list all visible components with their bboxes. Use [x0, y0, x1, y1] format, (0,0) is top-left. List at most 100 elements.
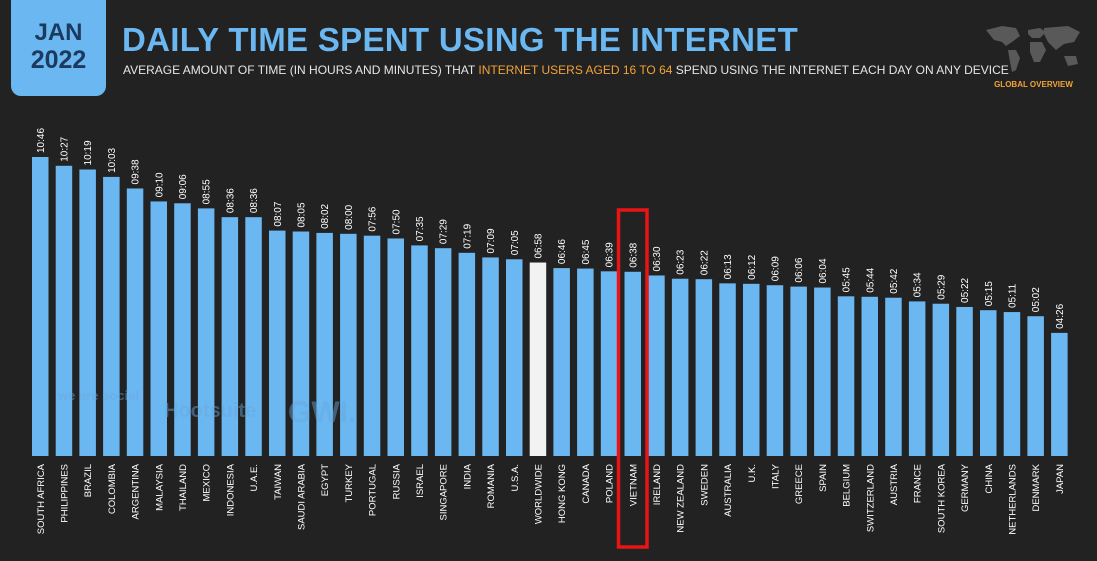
bar-value-label: 06:22: [699, 250, 710, 275]
bar-value-label: 10:46: [36, 128, 47, 153]
bar: [32, 157, 49, 456]
category-label: TURKEY: [344, 463, 355, 502]
bar-value-label: 05:45: [842, 267, 853, 292]
bar: [150, 201, 167, 456]
bar: [221, 217, 239, 456]
bar-value-label: 05:29: [936, 274, 947, 299]
bar: [600, 271, 618, 456]
bar-value-label: 10:19: [83, 140, 94, 165]
bar: [55, 165, 73, 456]
bar-value-label: 06:04: [818, 258, 829, 283]
bar: [1003, 312, 1021, 456]
bar: [316, 232, 333, 456]
bar: [932, 303, 950, 456]
bar: [743, 283, 760, 456]
bar-value-label: 06:58: [533, 233, 544, 258]
bar: [553, 268, 570, 456]
bar-value-label: 08:05: [296, 202, 307, 227]
category-label: POLAND: [605, 464, 616, 503]
bar: [671, 278, 689, 456]
date-badge: JAN 2022: [11, 0, 106, 96]
bar-value-label: 08:36: [249, 188, 260, 213]
category-label: SOUTH AFRICA: [36, 463, 47, 534]
category-label: PHILIPPINES: [59, 464, 70, 523]
bar-value-label: 06:39: [605, 242, 616, 267]
bar-value-label: 05:15: [984, 281, 995, 306]
bar-value-label: 07:05: [510, 230, 521, 255]
category-label: CHINA: [984, 463, 995, 493]
category-label: GERMANY: [960, 463, 971, 512]
category-label: ROMANIA: [486, 463, 497, 508]
bar: [269, 230, 286, 456]
subtitle-text-post: SPEND USING THE INTERNET EACH DAY ON ANY…: [672, 63, 1009, 77]
category-label: U.A.E.: [249, 464, 260, 491]
bar-value-label: 05:11: [1007, 283, 1018, 308]
bar: [292, 231, 310, 456]
bar: [340, 233, 357, 456]
bar: [411, 245, 428, 456]
bar: [790, 286, 807, 456]
bar: [861, 296, 878, 456]
bar-value-label: 08:55: [202, 179, 213, 204]
bar-value-label: 06:06: [794, 257, 805, 282]
bar: [837, 296, 855, 456]
category-label: ARGENTINA: [131, 463, 142, 519]
bar: [387, 238, 404, 456]
bar: [980, 310, 997, 456]
bar: [577, 268, 594, 456]
category-label: FRANCE: [913, 464, 924, 503]
category-label: EGYPT: [320, 464, 331, 496]
bar-value-label: 08:07: [273, 201, 284, 226]
world-map-icon: [986, 26, 1080, 72]
report-label: GLOBAL OVERVIEW: [994, 80, 1073, 89]
bar-value-label: 05:34: [913, 272, 924, 297]
bar: [1027, 316, 1044, 456]
bar: [458, 252, 476, 456]
bar-value-label: 07:09: [486, 228, 497, 253]
category-label: THAILAND: [178, 464, 189, 511]
subtitle-text-pre: AVERAGE AMOUNT OF TIME (IN HOURS AND MIN…: [123, 63, 479, 77]
bar-value-label: 08:36: [225, 188, 236, 213]
category-label: SWEDEN: [699, 464, 710, 506]
bar-value-label: 06:09: [770, 256, 781, 281]
category-label: BELGIUM: [842, 464, 853, 507]
category-label: U.S.A.: [510, 464, 521, 491]
category-label: INDIA: [462, 463, 473, 489]
bar: [506, 259, 523, 456]
bar: [79, 169, 96, 457]
bar: [434, 248, 452, 456]
bar-value-label: 05:22: [960, 277, 971, 302]
category-label: JAPAN: [1055, 464, 1066, 494]
bar: [126, 188, 144, 456]
bar: [1051, 332, 1068, 456]
category-label: ISRAEL: [415, 464, 426, 498]
bar: [482, 257, 499, 456]
bar: [529, 262, 547, 456]
bar: [719, 283, 736, 456]
bar: [908, 301, 926, 456]
bar: [624, 271, 641, 456]
category-label: VIETNAM: [628, 464, 639, 506]
bar-value-label: 08:02: [320, 203, 331, 228]
category-label: SWITZERLAND: [865, 464, 876, 532]
category-label: MEXICO: [202, 464, 213, 501]
category-label: ITALY: [770, 463, 781, 489]
category-label: INDONESIA: [225, 463, 236, 516]
subtitle: AVERAGE AMOUNT OF TIME (IN HOURS AND MIN…: [123, 63, 1009, 77]
bar-value-label: 06:23: [676, 249, 687, 274]
bar-value-label: 09:38: [131, 159, 142, 184]
bar-value-label: 05:02: [1031, 287, 1042, 312]
bar-value-label: 06:13: [723, 254, 734, 279]
category-label: GREECE: [794, 464, 805, 504]
category-label: WORLDWIDE: [533, 464, 544, 524]
bar: [174, 203, 191, 456]
hootsuite-logo: Hootsuite: [164, 400, 257, 422]
badge-month: JAN: [34, 19, 83, 46]
category-label: BRAZIL: [83, 464, 94, 497]
highlight-box: [616, 208, 649, 549]
category-label: HONG KONG: [557, 464, 568, 523]
subtitle-highlight: INTERNET USERS AGED 16 TO 64: [478, 63, 673, 77]
bar-value-label: 07:29: [439, 219, 450, 244]
bar-value-label: 06:45: [581, 239, 592, 264]
